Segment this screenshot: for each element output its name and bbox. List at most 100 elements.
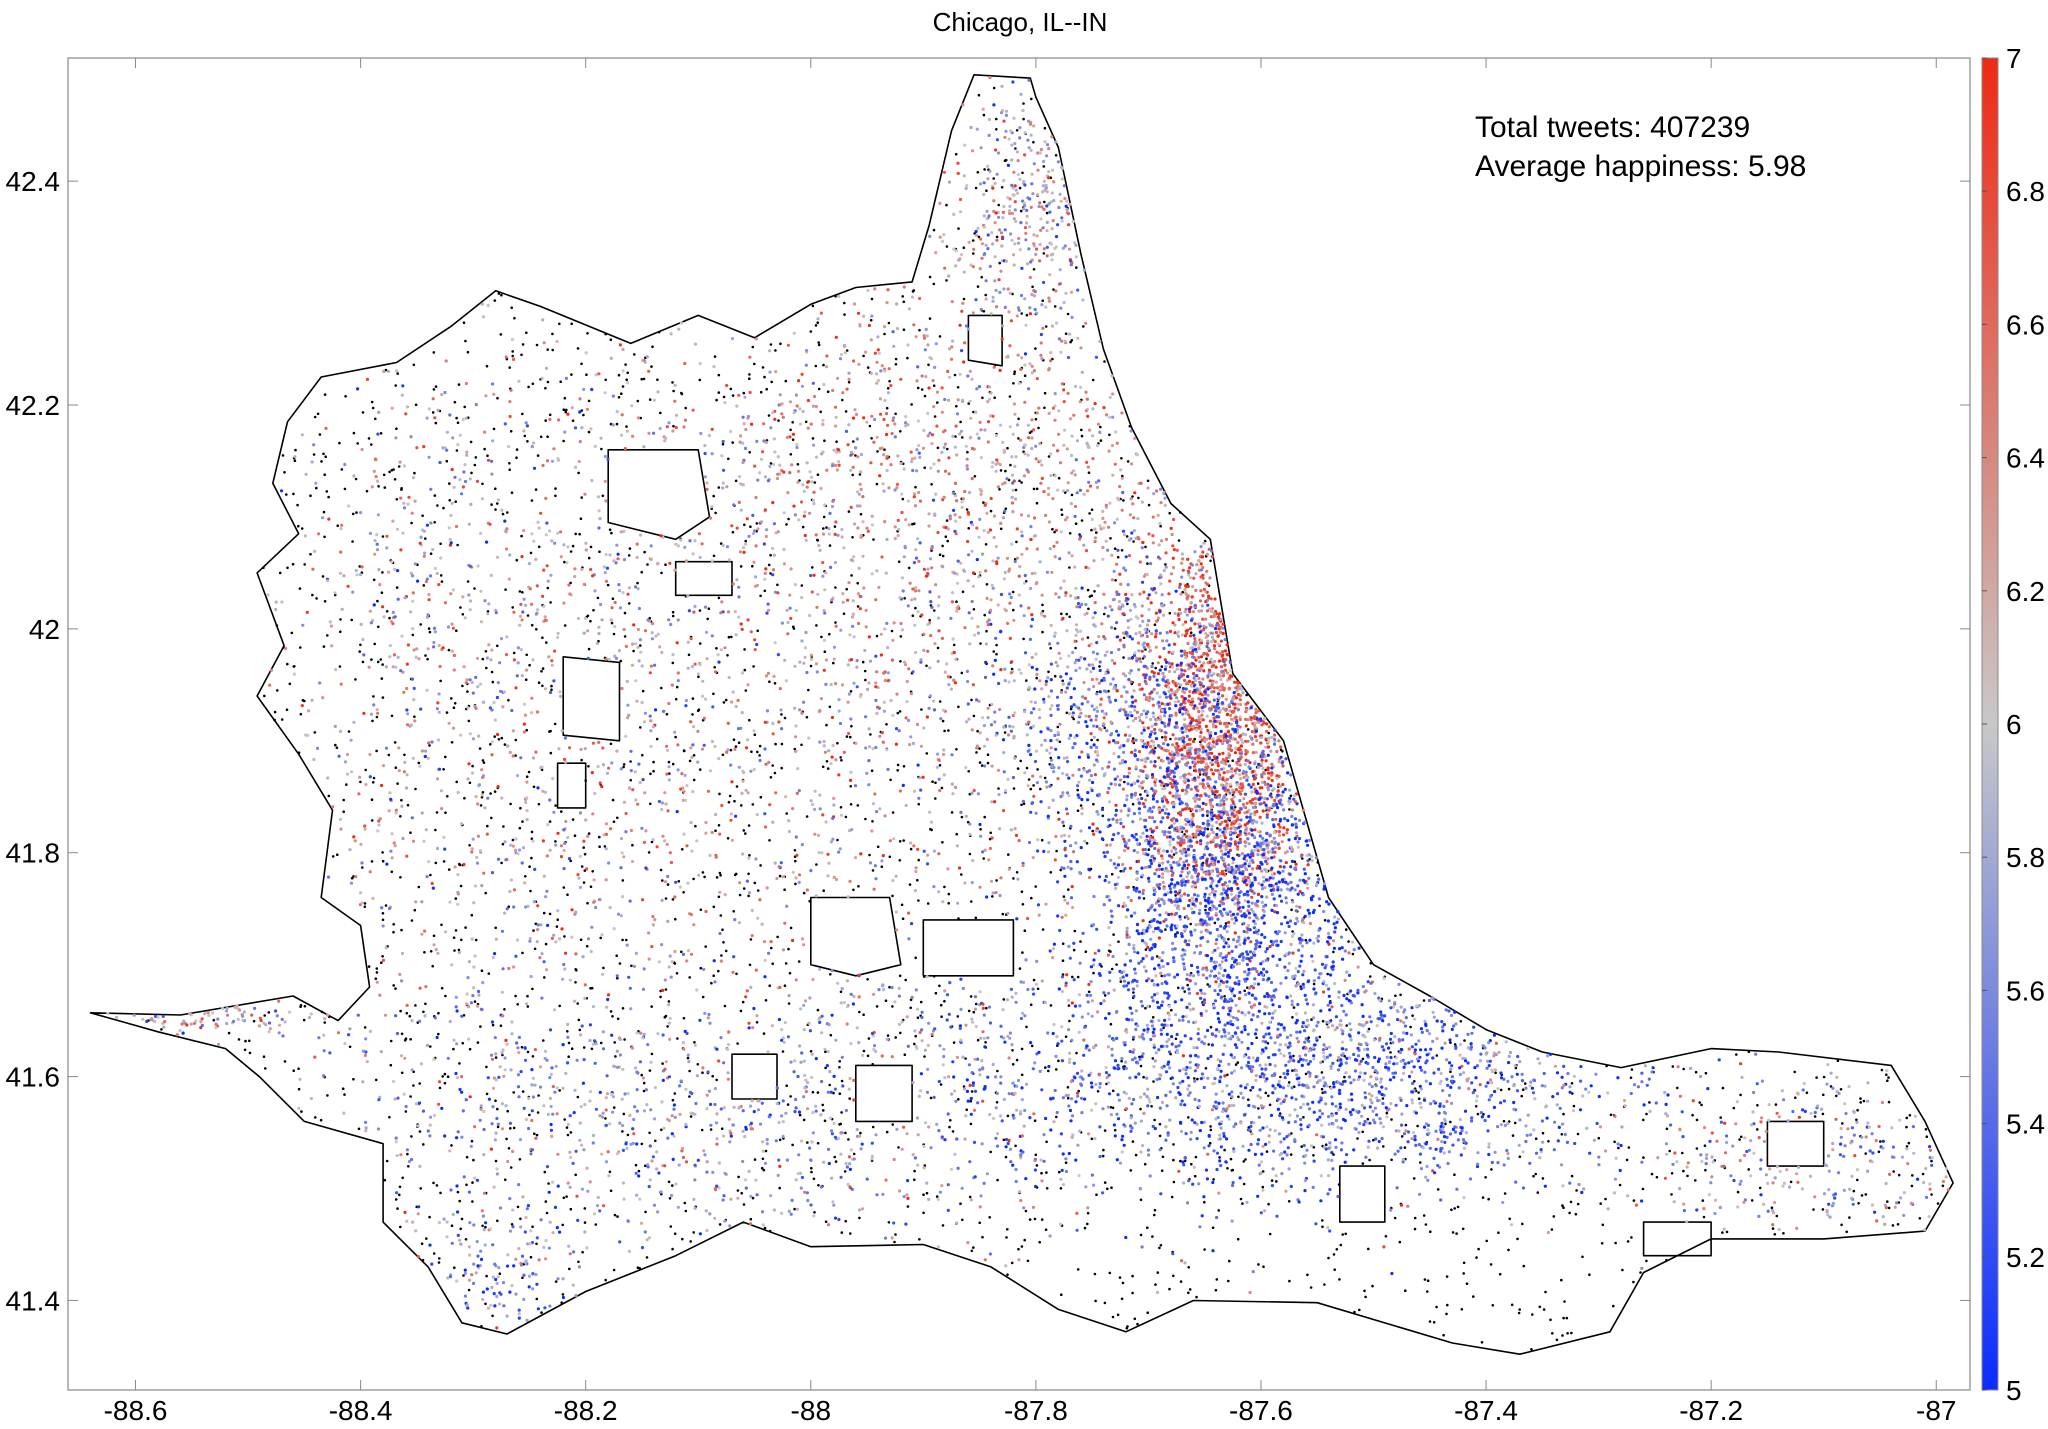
tweet-point bbox=[372, 695, 375, 698]
tweet-point bbox=[1298, 890, 1302, 894]
tweet-point bbox=[616, 816, 619, 820]
tweet-point bbox=[466, 350, 470, 354]
tweet-point bbox=[1449, 1070, 1452, 1074]
tweet-point bbox=[1910, 1184, 1914, 1188]
tweet-point bbox=[1413, 1080, 1416, 1083]
tweet-point bbox=[309, 494, 312, 498]
tweet-point bbox=[1138, 657, 1142, 661]
tweet-point bbox=[1187, 772, 1191, 776]
tweet-point bbox=[1219, 639, 1223, 643]
tweet-point bbox=[1169, 869, 1174, 873]
tweet-point bbox=[838, 1066, 841, 1069]
tweet-point bbox=[1158, 610, 1162, 614]
tweet-point bbox=[1160, 856, 1165, 861]
tweet-point bbox=[429, 950, 433, 953]
tweet-point bbox=[1141, 919, 1145, 923]
tweet-point bbox=[985, 629, 988, 633]
tweet-point bbox=[1031, 724, 1036, 728]
tweet-point bbox=[1139, 738, 1144, 743]
tweet-point bbox=[990, 764, 994, 768]
tweet-point bbox=[822, 527, 825, 530]
tweet-point bbox=[1227, 686, 1232, 691]
tweet-point bbox=[671, 1184, 674, 1187]
tweet-point bbox=[1255, 1036, 1258, 1039]
tweet-point bbox=[1341, 1233, 1344, 1236]
tweet-point bbox=[536, 1111, 540, 1114]
tweet-point bbox=[315, 597, 318, 600]
tweet-point bbox=[991, 895, 994, 898]
tweet-point bbox=[367, 437, 371, 440]
tweet-point bbox=[1065, 711, 1069, 715]
tweet-point bbox=[1053, 631, 1057, 635]
tweet-point bbox=[1191, 680, 1195, 685]
tweet-point bbox=[1124, 599, 1128, 603]
tweet-point bbox=[1198, 773, 1202, 776]
tweet-point bbox=[1071, 975, 1074, 979]
tweet-point bbox=[509, 1166, 513, 1169]
tweet-point bbox=[1006, 1228, 1009, 1231]
tweet-point bbox=[692, 754, 696, 757]
tweet-point bbox=[1211, 838, 1215, 843]
tweet-point bbox=[485, 1274, 488, 1278]
tweet-point bbox=[1087, 990, 1091, 994]
tweet-point bbox=[1198, 943, 1203, 948]
tweet-point bbox=[1060, 513, 1064, 516]
tweet-point bbox=[1223, 1148, 1226, 1152]
tweet-point bbox=[1159, 582, 1163, 586]
tweet-point bbox=[1194, 860, 1198, 864]
tweet-point bbox=[961, 436, 964, 439]
tweet-point bbox=[825, 526, 828, 529]
tweet-point bbox=[812, 1177, 816, 1181]
tweet-point bbox=[541, 636, 544, 639]
tweet-point bbox=[422, 1143, 425, 1146]
tweet-point bbox=[455, 780, 459, 784]
tweet-point bbox=[1179, 843, 1183, 847]
tweet-point bbox=[546, 586, 550, 590]
tweet-point bbox=[682, 1016, 686, 1020]
tweet-point bbox=[1676, 1086, 1679, 1090]
tweet-point bbox=[681, 848, 684, 851]
tweet-point bbox=[438, 1086, 442, 1090]
tweet-point bbox=[1187, 713, 1191, 717]
tweet-point bbox=[395, 427, 398, 431]
tweet-point bbox=[1836, 1059, 1840, 1062]
tweet-point bbox=[574, 981, 577, 984]
tweet-point bbox=[762, 1168, 766, 1172]
tweet-point bbox=[1170, 1195, 1174, 1199]
tweet-point bbox=[1199, 638, 1203, 642]
tweet-point bbox=[390, 714, 394, 718]
tweet-point bbox=[1012, 608, 1015, 612]
tweet-point bbox=[784, 962, 788, 965]
tweet-point bbox=[894, 363, 898, 366]
tweet-point bbox=[983, 675, 988, 680]
tweet-point bbox=[487, 972, 491, 975]
tweet-point bbox=[1224, 867, 1228, 871]
tweet-point bbox=[1216, 615, 1220, 619]
tweet-point bbox=[1165, 835, 1170, 839]
tweet-point bbox=[1107, 760, 1111, 764]
tweet-point bbox=[1184, 607, 1188, 611]
tweet-point bbox=[997, 793, 1001, 797]
tweet-point bbox=[1141, 744, 1145, 749]
tweet-point bbox=[1168, 791, 1172, 795]
tweet-point bbox=[936, 401, 939, 404]
tweet-point bbox=[1218, 834, 1222, 838]
tweet-point bbox=[1449, 1120, 1452, 1124]
tweet-point bbox=[1061, 679, 1064, 683]
tweet-point bbox=[1142, 709, 1146, 713]
tweet-point bbox=[1240, 782, 1244, 786]
tweet-point bbox=[1655, 1175, 1659, 1179]
tweet-point bbox=[1739, 1093, 1742, 1097]
tweet-point bbox=[1019, 671, 1023, 675]
tweet-point bbox=[1605, 1064, 1608, 1068]
tweet-point bbox=[1020, 312, 1023, 315]
tweet-point bbox=[1145, 555, 1149, 559]
tweet-point bbox=[1238, 799, 1242, 803]
tweet-point bbox=[719, 542, 723, 545]
tweet-point bbox=[1241, 691, 1245, 695]
tweet-point bbox=[1103, 726, 1106, 730]
tweet-point bbox=[1126, 1325, 1129, 1328]
tweet-point bbox=[995, 652, 998, 656]
tweet-point bbox=[1188, 1288, 1192, 1291]
tweet-point bbox=[541, 667, 545, 670]
